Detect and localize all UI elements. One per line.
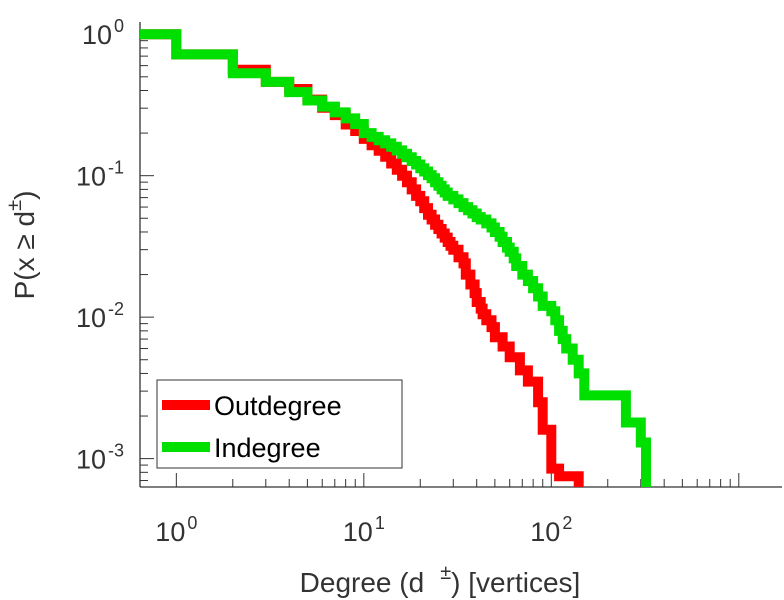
plot-area <box>139 22 782 488</box>
y-tick-label: 10 -2 <box>76 299 124 333</box>
y-axis-title-sup: ± <box>4 200 26 211</box>
legend: Outdegree Indegree <box>156 379 403 469</box>
y-tick-label: 10 -1 <box>76 158 124 192</box>
series-line-indegree <box>140 29 651 487</box>
x-axis-title: Degree (d ±) [vertices] <box>300 562 581 598</box>
x-tick-label: 10 2 <box>530 513 572 547</box>
y-axis-title-text: P(x ≥ d <box>9 211 40 300</box>
tick-labels: 10 0 10 1 10 2 10 0 10 -1 10 -2 10 -3 <box>76 16 572 547</box>
legend-box <box>156 379 403 469</box>
x-tick-label: 10 1 <box>343 513 385 547</box>
x-axis-title-sup: ± <box>440 562 451 584</box>
legend-label-indegree: Indegree <box>214 433 321 463</box>
x-axis-title-suffix: ) [vertices] <box>451 567 580 598</box>
legend-label-outdegree: Outdegree <box>214 391 342 421</box>
y-axis-title-suffix: ) <box>9 191 40 200</box>
y-axis-title: P(x ≥ d±) <box>4 191 40 300</box>
y-tick-label: 10 -3 <box>76 441 124 475</box>
series-lines <box>140 29 651 487</box>
y-tick-label: 10 0 <box>82 16 124 50</box>
x-axis-title-text: Degree (d <box>300 567 425 598</box>
x-tick-label: 10 0 <box>155 513 197 547</box>
